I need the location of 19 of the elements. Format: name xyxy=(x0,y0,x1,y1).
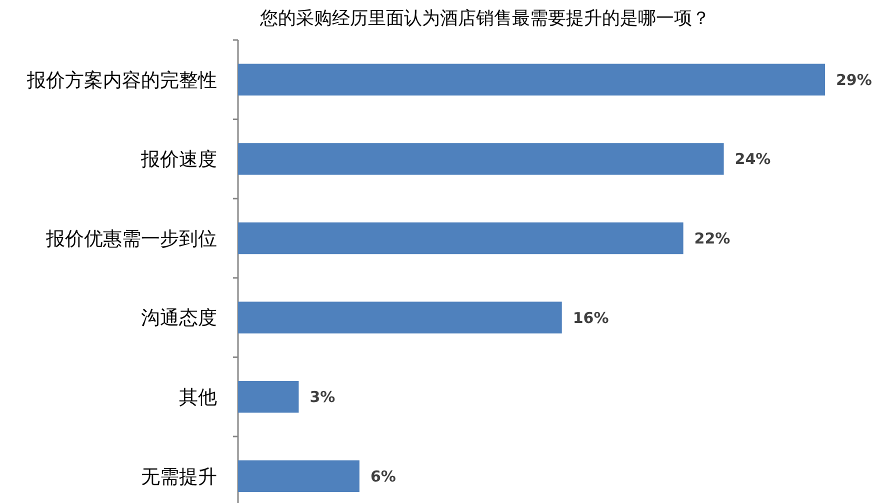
bar xyxy=(238,143,724,175)
y-tick-label: 报价优惠需一步到位 xyxy=(45,228,217,250)
data-label: 24% xyxy=(734,150,771,168)
y-tick-label: 沟通态度 xyxy=(141,307,217,330)
bar xyxy=(238,222,684,254)
y-tick-label: 报价方案内容的完整性 xyxy=(26,69,217,92)
y-tick-label: 无需提升 xyxy=(141,466,217,488)
data-label: 22% xyxy=(694,230,730,248)
bar xyxy=(238,460,360,492)
data-label: 3% xyxy=(310,388,336,406)
bar xyxy=(238,64,825,96)
bar xyxy=(238,380,299,413)
data-label: 29% xyxy=(836,70,872,89)
chart-title: 您的采购经历里面认为酒店销售最需要提升的是哪一项？ xyxy=(259,8,710,29)
bar xyxy=(238,302,562,334)
y-tick-label: 报价速度 xyxy=(140,148,217,171)
data-label: 16% xyxy=(572,308,609,327)
y-tick-label: 其他 xyxy=(179,386,217,408)
data-label: 6% xyxy=(370,467,396,486)
